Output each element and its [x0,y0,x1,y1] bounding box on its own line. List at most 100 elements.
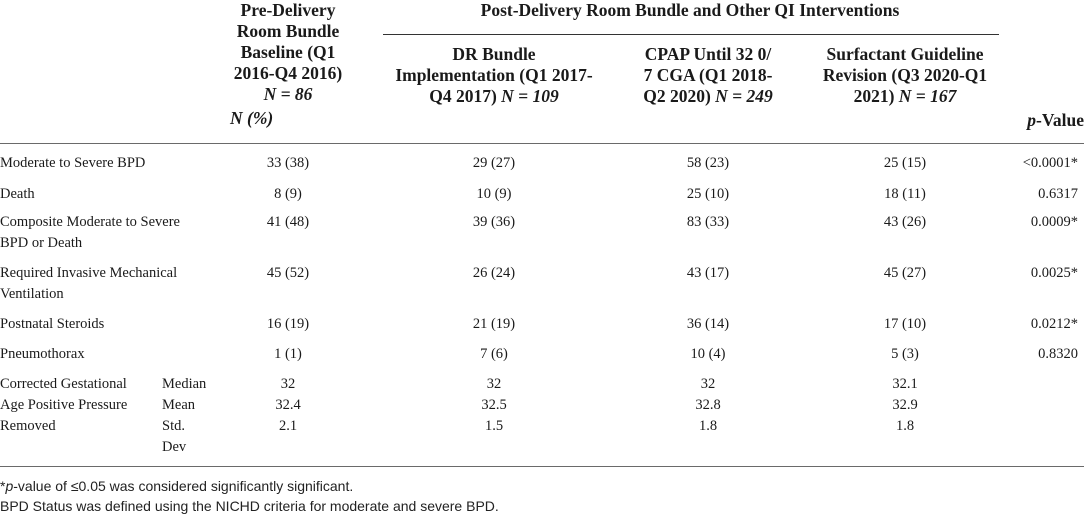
cga-stat-name: Std. Dev [162,416,186,458]
row-label: Required Invasive Mechanical Ventilation [0,263,177,305]
row-label: Pneumothorax [0,344,85,365]
footnote-star: * [0,478,6,494]
row-value: 45 (52) [266,265,310,281]
cga-stat-name-line: Std. [162,418,185,434]
row-label: Death [0,184,35,205]
cga-stat-value: 1.8 [698,418,718,434]
row-value: 39 (36) [472,214,516,230]
cpap-n: N = 249 [715,86,773,106]
dr-n: N = 109 [501,86,559,106]
baseline-header: Pre-Delivery Room Bundle Baseline (Q1 20… [218,0,358,105]
row-label-line: Moderate to Severe BPD [0,155,146,171]
row-value: 5 (3) [891,346,919,362]
footnote-bpd-definition: BPD Status was defined using the NICHD c… [0,498,499,514]
cga-stat-value: 2.1 [278,418,298,434]
row-label-line: BPD or Death [0,235,83,251]
cpap-header-line: Q2 2020) [643,86,716,106]
cga-stat-value: 32 [280,376,296,392]
row-value: 33 (38) [266,155,310,171]
row-value: 36 (14) [686,316,730,332]
dr-header-line: Q4 2017) [429,86,502,106]
cpap-header-line: CPAP Until 32 0/ [644,44,772,64]
surf-n: N = 167 [898,86,957,106]
footnote-p: p [5,478,14,494]
pvalue-header-rest: -Value [1036,110,1084,130]
cga-label-line: Removed [0,418,56,434]
cga-label-line: Age Positive Pressure [0,397,128,413]
row-value: 43 (17) [686,265,730,281]
footnote-significance: *p-value of ≤0.05 was considered signifi… [0,476,353,496]
cga-stat-name-line: Median [162,376,207,392]
row-value: 16 (19) [266,316,310,332]
pvalue-header: p-Value [1010,110,1084,131]
surf-header-line: Surfactant Guideline [826,44,984,64]
cga-stat-value: 1.8 [895,418,915,434]
baseline-header-line: Room Bundle [236,21,340,41]
row-value: 29 (27) [472,155,516,171]
cga-stat-value: 32.1 [892,376,918,392]
p-value: 0.0009* [1030,214,1078,230]
cpap-header-line: 7 CGA (Q1 2018- [643,65,773,85]
p-value: 0.0212* [1030,316,1078,332]
cga-stat-value: 32.4 [275,397,301,413]
surfactant-header: Surfactant Guideline Revision (Q3 2020-Q… [800,44,1010,107]
cga-stat-value: 32.5 [481,397,507,413]
cga-stat-value: 32.9 [892,397,918,413]
row-label-line: Composite Moderate to Severe [0,214,180,230]
dr-bundle-header: DR Bundle Implementation (Q1 2017- Q4 20… [378,44,610,107]
row-value: 17 (10) [883,316,927,332]
row-value: 7 (6) [480,346,508,362]
group-title: Post-Delivery Room Bundle and Other QI I… [480,0,900,20]
p-value: <0.0001* [1022,155,1078,171]
row-value: 10 (9) [476,186,512,202]
surf-header-line: Revision (Q3 2020-Q1 [822,65,988,85]
cga-stat-name-line: Dev [162,439,187,455]
cga-label: Corrected Gestational Age Positive Pressu… [0,374,127,437]
row-label-line: Ventilation [0,286,64,302]
baseline-n: N = 86 [263,84,313,104]
row-label-line: Pneumothorax [0,346,85,362]
p-value: 0.0025* [1030,265,1078,281]
unit-label-text: N (%) [230,108,274,128]
row-value: 25 (10) [686,186,730,202]
dr-header-line: DR Bundle [452,44,536,64]
cga-stat-name-line: Mean [162,397,196,413]
row-value: 58 (23) [686,155,730,171]
dr-header-line: Implementation (Q1 2017- [395,65,593,85]
cga-stat-value: 1.5 [484,418,504,434]
group-title-rule [383,34,999,35]
baseline-header-line: 2016-Q4 2016) [233,63,343,83]
table-bottom-rule [0,466,1084,467]
p-value: 0.8320 [1038,346,1078,362]
row-label-line: Postnatal Steroids [0,316,105,332]
cga-stat-value: 32 [486,376,502,392]
cga-stat-name: Mean [162,395,195,416]
pvalue-header-p: p [1027,110,1037,130]
row-value: 41 (48) [266,214,310,230]
row-label: Postnatal Steroids [0,314,104,335]
baseline-header-line: Baseline (Q1 [240,42,336,62]
footnote-text: -value of ≤0.05 was considered significa… [13,478,354,494]
row-value: 26 (24) [472,265,516,281]
cga-stat-value: 32 [700,376,716,392]
header-bottom-rule [0,143,1084,144]
row-label-line: Death [0,186,35,202]
cpap-header: CPAP Until 32 0/ 7 CGA (Q1 2018- Q2 2020… [622,44,794,107]
row-value: 45 (27) [883,265,927,281]
unit-label: N (%) [230,108,273,129]
row-value: 21 (19) [472,316,516,332]
surf-header-line: 2021) [853,86,899,106]
row-value: 1 (1) [274,346,302,362]
p-value: 0.6317 [1038,186,1078,202]
row-label: Composite Moderate to Severe BPD or Death [0,212,180,254]
row-label: Moderate to Severe BPD [0,153,145,174]
row-value: 83 (33) [686,214,730,230]
row-value: 10 (4) [690,346,726,362]
row-value: 25 (15) [883,155,927,171]
cga-label-line: Corrected Gestational [0,376,127,392]
row-value: 18 (11) [884,186,926,202]
row-value: 8 (9) [274,186,302,202]
cga-stat-value: 32.8 [695,397,721,413]
row-value: 43 (26) [883,214,927,230]
baseline-header-line: Pre-Delivery [240,0,336,20]
